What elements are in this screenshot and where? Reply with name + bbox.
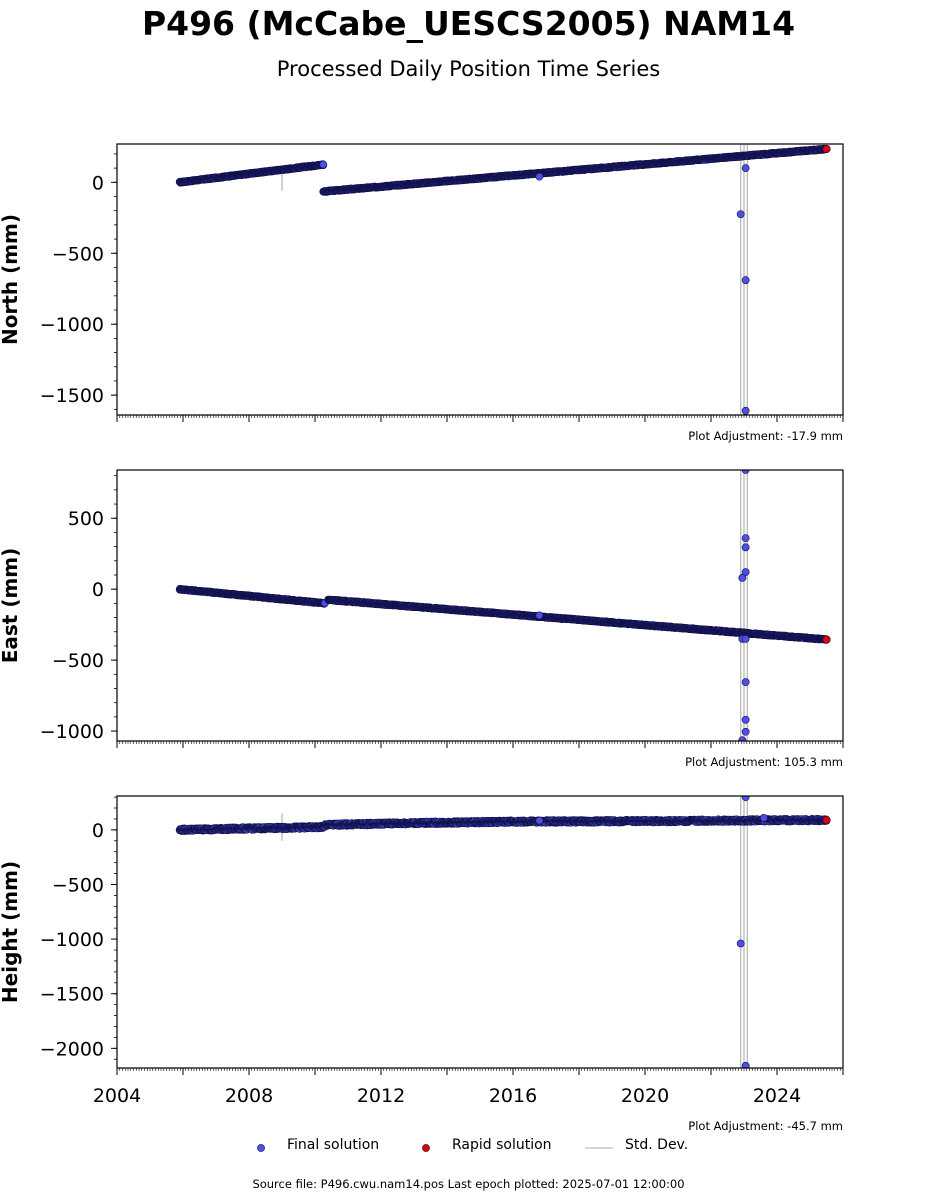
final-point-outlier (741, 276, 750, 285)
plot-adjustment-label: Plot Adjustment: 105.3 mm (685, 755, 843, 769)
y-tick-label: −1500 (40, 385, 104, 407)
panel-frame (116, 143, 844, 416)
final-point-outlier (741, 678, 750, 687)
y-tick-label: −500 (52, 243, 104, 265)
panel-plot-area (175, 796, 831, 1068)
chart-subtitle: Processed Daily Position Time Series (276, 57, 661, 81)
final-point-outlier (535, 172, 544, 181)
rapid-point (822, 635, 831, 644)
final-point-outlier (736, 210, 745, 219)
y-axis-label: North (mm) (0, 214, 22, 345)
y-axis-label: East (mm) (0, 548, 22, 664)
panel-plot-area (175, 470, 831, 741)
panel-0: 0 −500 −1000 −1500 North (mm) Plot Adjustment… (0, 143, 844, 443)
panel-frame (116, 469, 844, 742)
y-tick-label: −1000 (40, 721, 104, 743)
panel-plot-area (175, 144, 831, 415)
rapid-point (822, 144, 831, 154)
final-point-outlier (741, 727, 750, 736)
final-point-outlier (319, 160, 328, 169)
final-point-outlier (741, 534, 750, 543)
chart-title: P496 (McCabe_UESCS2005) NAM14 (141, 4, 796, 43)
y-tick-label: 0 (92, 579, 104, 601)
y-tick-label: −500 (52, 650, 104, 672)
final-point-outlier (738, 736, 747, 741)
final-point-outlier (741, 634, 750, 643)
final-point-outlier (535, 611, 544, 620)
final-point-outlier (741, 164, 750, 173)
final-point-outlier (741, 715, 750, 724)
final-point-outlier (738, 573, 747, 582)
panel-1: 500 0 −500 −1000 East (mm) Plot Adjustment: 1… (0, 469, 844, 769)
final-point-outlier (741, 543, 750, 552)
y-tick-label: 500 (68, 508, 104, 530)
y-tick-label: 0 (92, 172, 104, 194)
plot-adjustment-label: Plot Adjustment: -17.9 mm (688, 429, 843, 443)
y-tick-label: −1000 (40, 314, 104, 336)
final-point-outlier (741, 406, 750, 415)
